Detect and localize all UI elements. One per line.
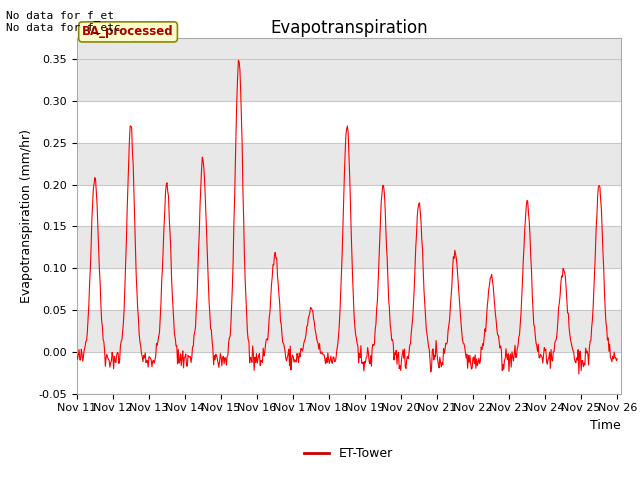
- Legend: ET-Tower: ET-Tower: [299, 443, 399, 466]
- Bar: [77, 227, 621, 268]
- Bar: [77, 60, 621, 101]
- Bar: [77, 101, 621, 143]
- Text: BA_processed: BA_processed: [82, 25, 174, 38]
- Bar: [77, 310, 621, 352]
- X-axis label: Time: Time: [590, 419, 621, 432]
- Bar: [77, 143, 621, 185]
- Text: No data for f_et
No data for f_etc: No data for f_et No data for f_etc: [6, 10, 121, 33]
- Bar: [77, 352, 621, 394]
- Y-axis label: Evapotranspiration (mm/hr): Evapotranspiration (mm/hr): [20, 129, 33, 303]
- Title: Evapotranspiration: Evapotranspiration: [270, 19, 428, 37]
- Bar: [77, 185, 621, 227]
- Bar: [77, 268, 621, 310]
